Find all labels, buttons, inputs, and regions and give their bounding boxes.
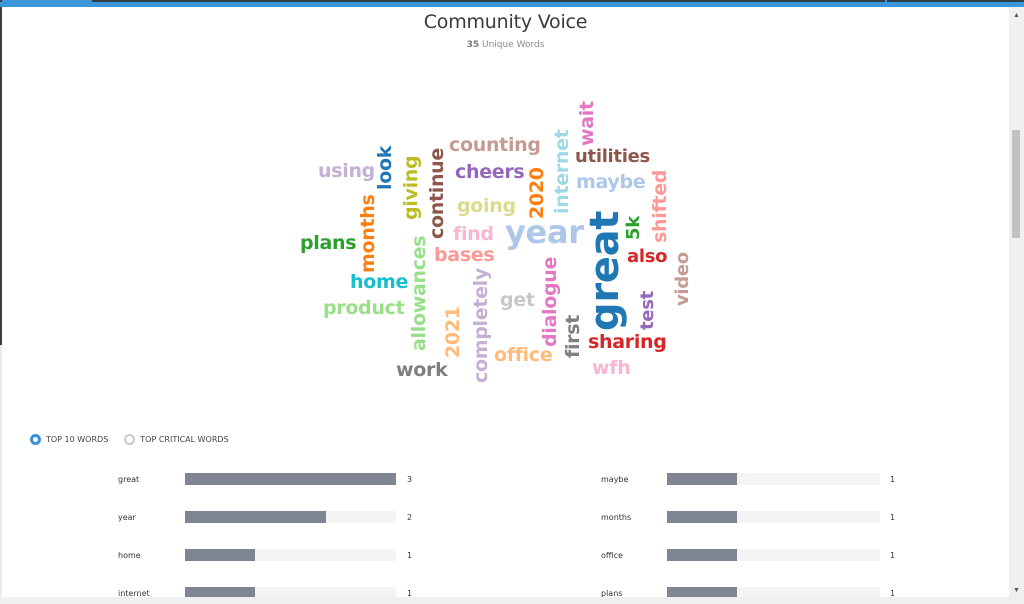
bar-value: 1 — [890, 588, 896, 598]
bar-label: office — [601, 550, 623, 560]
cloud-word-utilities[interactable]: utilities — [575, 146, 650, 167]
bar-fill — [185, 511, 326, 523]
vertical-scrollbar[interactable]: ▲ ▼ — [1009, 7, 1024, 597]
bar-track — [185, 549, 396, 561]
bar-label: home — [118, 550, 141, 560]
bar-fill — [185, 549, 255, 561]
cloud-word-maybe[interactable]: maybe — [576, 171, 646, 193]
cloud-word-get[interactable]: get — [500, 289, 535, 311]
scroll-up-arrow-icon[interactable]: ▲ — [1013, 12, 1020, 19]
bar-value: 1 — [407, 588, 413, 598]
bottom-edge — [0, 597, 1024, 604]
left-rail — [0, 7, 2, 345]
word-filter-radio-group: TOP 10 WORDS TOP CRITICAL WORDS — [30, 434, 245, 445]
cloud-word-product[interactable]: product — [323, 297, 405, 319]
bar-label: months — [601, 512, 632, 522]
bar-fill — [185, 587, 255, 599]
community-voice-panel: Community Voice 35 Unique Words — [2, 7, 1009, 597]
bar-value: 2 — [407, 512, 413, 522]
bar-fill — [667, 511, 737, 523]
bar-label: internet — [118, 588, 150, 598]
bar-fill — [185, 473, 396, 485]
bar-value: 1 — [890, 512, 896, 522]
cloud-word-home[interactable]: home — [350, 271, 409, 293]
top-bar-strip-right — [887, 0, 1024, 2]
bar-label: year — [118, 512, 136, 522]
bar-label: plans — [601, 588, 623, 598]
bar-track — [185, 511, 396, 523]
bar-value: 1 — [890, 550, 896, 560]
top-bar-strip — [92, 0, 885, 2]
cloud-word-sharing[interactable]: sharing — [588, 331, 667, 353]
radio-top-critical-words[interactable]: TOP CRITICAL WORDS — [124, 434, 229, 445]
cloud-word-office[interactable]: office — [494, 344, 553, 366]
cloud-word-work[interactable]: work — [396, 359, 448, 381]
bar-track — [667, 473, 880, 485]
bar-fill — [667, 473, 737, 485]
bar-track — [667, 511, 880, 523]
left-rail-lower — [0, 345, 2, 597]
bar-track — [185, 587, 396, 599]
bar-value: 1 — [407, 550, 413, 560]
top-accent-bar — [0, 0, 1024, 7]
page-title: Community Voice — [423, 11, 588, 33]
bar-track — [185, 473, 396, 485]
bar-value: 3 — [407, 474, 413, 484]
cloud-word-also[interactable]: also — [627, 246, 668, 267]
scrollbar-thumb[interactable] — [1012, 130, 1020, 238]
cloud-word-cheers[interactable]: cheers — [455, 161, 525, 183]
bar-fill — [667, 587, 737, 599]
cloud-word-counting[interactable]: counting — [449, 134, 541, 156]
bar-fill — [667, 549, 737, 561]
bar-track — [667, 549, 880, 561]
unique-words-count: 35 Unique Words — [2, 40, 1009, 50]
unique-label: Unique Words — [481, 40, 545, 50]
radio-unselected-icon[interactable] — [124, 434, 136, 445]
cloud-word-going[interactable]: going — [457, 195, 516, 217]
cloud-word-using[interactable]: using — [318, 160, 375, 182]
bar-value: 1 — [890, 474, 896, 484]
cloud-word-wfh[interactable]: wfh — [592, 357, 631, 379]
cloud-word-year[interactable]: year — [505, 213, 584, 251]
radio-top-10-words[interactable]: TOP 10 WORDS — [30, 434, 108, 445]
radio-top-critical-label: TOP CRITICAL WORDS — [140, 435, 229, 444]
unique-count: 35 — [466, 40, 480, 50]
cloud-word-plans[interactable]: plans — [300, 232, 357, 254]
radio-selected-icon[interactable] — [30, 434, 41, 445]
top-bar-edge — [0, 0, 2, 2]
bar-track — [667, 587, 880, 599]
scroll-down-arrow-icon[interactable]: ▼ — [1013, 587, 1020, 594]
bar-label: great — [118, 474, 140, 484]
radio-top-10-label: TOP 10 WORDS — [46, 435, 109, 444]
bar-label: maybe — [601, 474, 629, 484]
cloud-word-find[interactable]: find — [453, 223, 494, 245]
cloud-word-bases[interactable]: bases — [434, 244, 495, 266]
